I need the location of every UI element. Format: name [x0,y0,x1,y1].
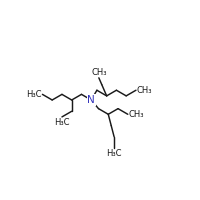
Text: CH₃: CH₃ [91,68,107,77]
Text: H₃C: H₃C [106,149,122,158]
Text: CH₃: CH₃ [129,110,144,119]
Text: N: N [87,95,95,105]
Text: H₃C: H₃C [26,90,41,99]
Text: H₃C: H₃C [54,118,70,127]
Text: CH₃: CH₃ [137,86,152,95]
